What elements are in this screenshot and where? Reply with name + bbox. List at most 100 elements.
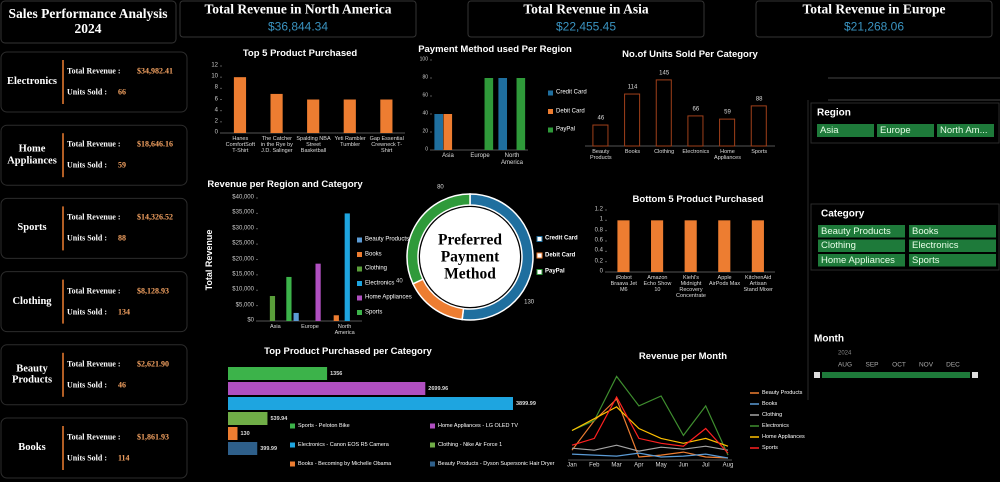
kpi-value: $21,268.06 (843, 19, 905, 34)
timeline-month[interactable]: SEP (865, 361, 879, 369)
legend-label: Beauty Products - Dyson Supersonic Hair … (438, 460, 555, 467)
bar (484, 78, 494, 150)
y-tick-label: 0 (425, 146, 428, 153)
bar (443, 114, 453, 150)
timeline-month[interactable]: NOV (918, 361, 934, 369)
legend-swatch (357, 266, 362, 272)
slicer-item-label[interactable]: Beauty Products (821, 225, 891, 237)
chart-title: Bottom 5 Product Purchased (632, 193, 764, 205)
legend-swatch (548, 127, 553, 133)
card-name: Home Appliances (7, 143, 57, 167)
slicer-item-label[interactable]: Europe (880, 125, 911, 136)
legend-label: Beauty Products (365, 236, 410, 243)
x-tick-label: Books (624, 149, 641, 155)
line-series (571, 452, 729, 459)
kpi-label: Total Revenue in Europe (802, 1, 946, 17)
slicer-item-label[interactable]: Clothing (821, 239, 856, 251)
card-name: Electronics (7, 76, 57, 88)
kpi-card (755, 0, 993, 38)
slicer-item[interactable] (877, 124, 934, 137)
bar (307, 99, 320, 133)
bar (651, 220, 664, 272)
x-tick-label: Europe (301, 324, 319, 330)
revenue-label: Total Revenue : (67, 212, 121, 222)
x-tick-label: Mar (611, 462, 622, 469)
y-tick-label: $20,000 (232, 256, 254, 263)
slicer-item[interactable] (818, 254, 905, 267)
data-label: 130 (240, 430, 250, 437)
timeline-month[interactable]: DEC (946, 361, 960, 369)
slicer-item-label[interactable]: North Am... (940, 125, 988, 136)
timeline-month[interactable]: OCT (892, 361, 906, 369)
units-label: Units Sold : (67, 87, 108, 97)
units-label: Units Sold : (67, 160, 108, 170)
revenue-label: Total Revenue : (67, 359, 121, 369)
revenue-value: $2,621.90 (137, 359, 169, 369)
slicer-item-label[interactable]: Sports (912, 254, 940, 266)
y-tick-label: 2 (214, 118, 218, 125)
y-tick-label: $40,000 (232, 194, 254, 201)
y-tick-label: $35,000 (232, 210, 254, 217)
bar (286, 276, 292, 321)
slicer-item-label[interactable]: Electronics (912, 239, 959, 251)
legend-label: Sports - Peloton Bike (298, 422, 350, 429)
timeline-arrow[interactable] (814, 372, 820, 378)
revenue-value: $14,326.52 (137, 212, 173, 222)
legend-label: Electronics (762, 422, 789, 429)
timeline-month[interactable]: AUG (837, 361, 853, 369)
slicer-item-label[interactable]: Home Appliances (821, 254, 895, 266)
donut-hole (420, 207, 520, 307)
revenue-label: Total Revenue : (67, 286, 121, 296)
legend-label: Books (365, 251, 382, 258)
data-label: 3899.99 (516, 400, 536, 407)
units-value: 66 (118, 87, 126, 97)
kpi-card (467, 0, 705, 38)
slicer-item[interactable] (909, 239, 996, 253)
slicer-item[interactable] (818, 239, 905, 253)
x-tick-label: iRobot Braava Jet M6 (610, 275, 637, 294)
x-tick-label: Aug (722, 462, 734, 469)
units-value: 59 (118, 160, 126, 170)
x-tick-label: Clothing (654, 149, 675, 155)
timeline-arrow[interactable] (972, 372, 978, 378)
bar (228, 427, 238, 440)
data-label: 59 (724, 109, 731, 116)
units-value: 114 (118, 453, 130, 463)
y-tick-label: 4 (214, 107, 218, 114)
units-label: Units Sold : (67, 307, 108, 317)
slicer-item[interactable] (909, 225, 996, 238)
y-tick-label: 0 (214, 129, 218, 136)
timeline-bar[interactable] (822, 372, 970, 378)
x-tick-label: North America (334, 324, 355, 337)
slicer-item[interactable] (818, 225, 905, 238)
legend-swatch (290, 442, 295, 448)
slicer-item[interactable] (909, 254, 996, 267)
legend-label: PayPal (556, 126, 576, 133)
y-tick-label: 80 (422, 74, 428, 81)
legend-label: Sports (762, 444, 778, 451)
bar (315, 263, 321, 321)
legend-label: Sports (365, 309, 383, 316)
y-tick-label: 60 (422, 92, 428, 99)
chart-title: Top Product Purchased per Category (264, 345, 432, 357)
card-name: Clothing (12, 295, 52, 307)
slicer-item-label[interactable]: Books (912, 225, 939, 237)
bar (233, 77, 247, 133)
slicer-item-label[interactable]: Asia (820, 125, 839, 136)
slicer-item[interactable] (817, 124, 874, 137)
legend-label: Books (762, 400, 778, 407)
revenue-value: $8,128.93 (137, 286, 169, 296)
x-tick-label: Hanes ComfortSoft T-Shirt (225, 136, 255, 155)
title-box (0, 0, 177, 44)
y-tick-label: 0.8 (594, 227, 603, 234)
bar (293, 312, 299, 321)
slicer-item[interactable] (937, 124, 994, 137)
legend-label: Credit Card (545, 235, 578, 242)
legend-swatch (357, 281, 362, 286)
legend-swatch (430, 461, 435, 467)
x-tick-label: Jan (567, 462, 577, 469)
x-tick-label: Beauty Products (589, 149, 612, 162)
kpi-label: Total Revenue in North America (204, 1, 392, 17)
